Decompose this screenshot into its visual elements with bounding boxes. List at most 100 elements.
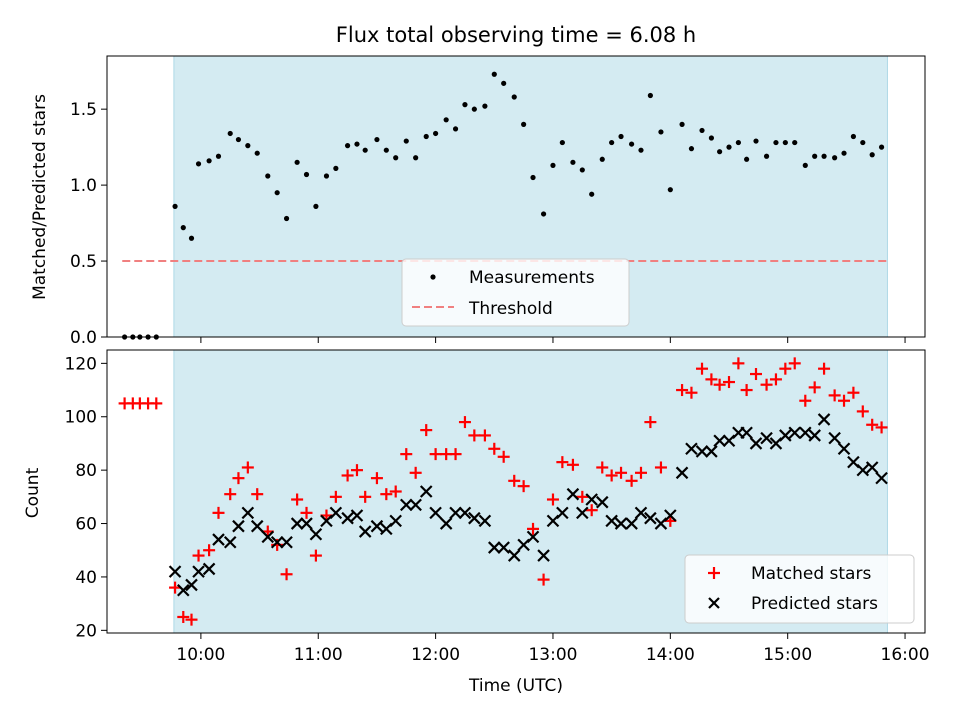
- predicted-star-point: [177, 584, 190, 597]
- measurement-point: [708, 135, 715, 141]
- measurement-point: [647, 92, 653, 99]
- x-tick-label: 11:00: [294, 645, 343, 665]
- x-tick-label: 16:00: [881, 645, 930, 665]
- predicted-star-point: [675, 466, 689, 480]
- matched-star-point: [517, 480, 530, 493]
- matched-star-point: [537, 573, 550, 586]
- measurement-point: [735, 139, 741, 146]
- predicted-star-point: [488, 541, 501, 554]
- matched-star-point: [350, 464, 363, 477]
- measurement-point: [559, 139, 565, 146]
- matched-star-point: [185, 613, 198, 626]
- predicted-star-point: [212, 533, 225, 546]
- predicted-star-point: [788, 426, 802, 440]
- matched-star-point: [429, 448, 442, 461]
- measurement-point: [869, 152, 875, 158]
- measurement-point: [609, 139, 615, 146]
- top-panel: 0.0 0.5 1.0 1.5 Matched/Predicted stars Mea…: [30, 55, 926, 348]
- predicted-star-point: [341, 511, 354, 525]
- predicted-star-point: [713, 434, 726, 448]
- matched-star-point: [705, 373, 718, 386]
- matched-star-point: [799, 394, 812, 407]
- legend-matched-label: Matched stars: [751, 564, 871, 584]
- legend-predicted-label: Predicted stars: [751, 594, 878, 614]
- matched-star-point: [596, 461, 609, 474]
- measurement-point: [841, 150, 847, 156]
- x-tick-label: 10:00: [176, 645, 225, 665]
- matched-star-point: [750, 368, 763, 381]
- matched-star-point: [341, 469, 354, 482]
- matched-star-point: [212, 506, 225, 519]
- matched-star-point: [370, 472, 383, 485]
- legend-predicted-marker: [708, 597, 720, 609]
- predicted-star-point: [749, 437, 763, 450]
- matched-star-point: [576, 490, 589, 503]
- predicted-star-point: [329, 506, 343, 520]
- measurement-point: [688, 146, 695, 152]
- predicted-star-point: [595, 495, 609, 509]
- measurement-point: [763, 153, 770, 159]
- measurement-point: [773, 139, 779, 146]
- matched-star-point: [546, 493, 559, 506]
- predicted-star-point: [740, 426, 753, 440]
- predicted-star-point: [837, 442, 851, 456]
- predicted-star-point: [605, 514, 618, 528]
- matched-star-point: [192, 549, 205, 562]
- measurement-point: [265, 173, 271, 179]
- measurement-point: [195, 161, 202, 167]
- measurement-point: [667, 187, 673, 193]
- measurement-point: [850, 133, 857, 140]
- matched-star-point: [875, 421, 888, 434]
- bottom-y-ticks: 20 40 60 80 100 120: [65, 354, 107, 641]
- bottom-y-axis-label: Count: [23, 467, 43, 518]
- y-tick-label: 100: [65, 408, 97, 428]
- predicted-star-point: [507, 549, 521, 562]
- matched-star-point: [300, 506, 313, 519]
- measurement-point: [433, 130, 439, 137]
- predicted-star-point: [537, 549, 550, 562]
- bottom-legend: Matched stars Predicted stars: [684, 554, 915, 624]
- bottom-panel: 20 40 60 80 100 120 10:00 11:00 12:00 13:00 14:00…: [23, 349, 930, 696]
- predicted-star-point: [556, 506, 569, 520]
- measurement-point: [462, 102, 468, 108]
- top-x-ticks: [200, 337, 906, 343]
- measurement-point: [878, 144, 885, 150]
- measurement-point: [860, 139, 866, 146]
- measurement-point: [521, 121, 527, 127]
- measurement-point: [245, 143, 251, 149]
- measurement-point: [374, 136, 380, 143]
- measurement-point: [491, 71, 497, 77]
- measurement-point: [628, 141, 635, 147]
- matched-star-point: [380, 488, 393, 501]
- measurement-point: [362, 147, 368, 153]
- predicted-star-point: [856, 463, 870, 477]
- x-tick-label: 12:00: [411, 645, 460, 665]
- matched-star-point: [685, 386, 698, 399]
- y-tick-label: 20: [75, 621, 97, 641]
- predicted-star-point: [389, 514, 402, 528]
- measurement-point: [501, 80, 507, 86]
- predicted-star-point: [223, 535, 237, 549]
- matched-star-point: [556, 456, 569, 469]
- measurement-point: [303, 171, 310, 178]
- measurement-point: [726, 144, 732, 150]
- predicted-star-point: [799, 426, 812, 440]
- x-tick-label: 14:00: [646, 645, 695, 665]
- measurement-point: [618, 133, 624, 140]
- predicted-star-point: [779, 429, 792, 442]
- measurement-point: [283, 215, 290, 222]
- matched-star-point: [232, 472, 245, 485]
- predicted-star-point: [409, 498, 422, 512]
- predicted-star-point: [685, 442, 698, 456]
- measurement-point: [589, 191, 595, 197]
- measurement-point: [540, 211, 547, 217]
- chart-title: Flux total observing time = 6.08 h: [336, 23, 696, 47]
- measurement-point: [423, 133, 429, 140]
- y-tick-label: 1.0: [70, 176, 97, 196]
- predicted-star-point: [497, 541, 510, 554]
- matched-star-point: [838, 394, 851, 407]
- measurement-point: [550, 162, 556, 168]
- x-tick-label: 15:00: [763, 645, 812, 665]
- measurement-point: [274, 190, 280, 196]
- measurement-point: [413, 155, 419, 161]
